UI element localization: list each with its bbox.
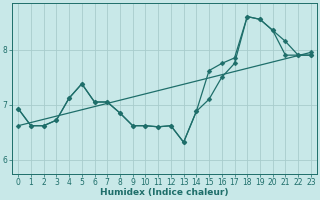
X-axis label: Humidex (Indice chaleur): Humidex (Indice chaleur) [100, 188, 229, 197]
